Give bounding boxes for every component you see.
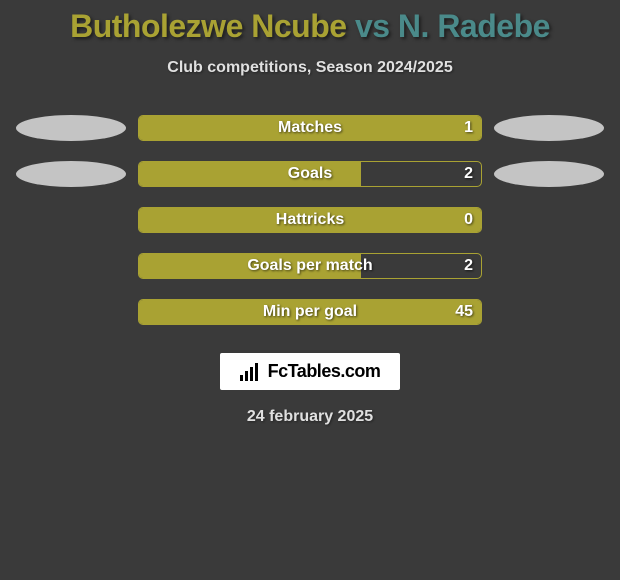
stat-bar: Goals per match 2 (138, 253, 482, 279)
stat-label: Goals (288, 165, 332, 183)
stat-value: 45 (455, 303, 473, 321)
brand-chart-icon (240, 363, 262, 381)
stat-row: Goals 2 (0, 161, 620, 187)
stat-row: Min per goal 45 (0, 299, 620, 325)
subtitle: Club competitions, Season 2024/2025 (167, 59, 452, 77)
stat-value: 2 (464, 257, 473, 275)
stat-value: 0 (464, 211, 473, 229)
stat-label: Min per goal (263, 303, 357, 321)
stat-bar: Min per goal 45 (138, 299, 482, 325)
stat-bar: Matches 1 (138, 115, 482, 141)
date-text: 24 february 2025 (247, 408, 373, 426)
brand-text: FcTables.com (268, 361, 381, 382)
ellipse-right (494, 161, 604, 187)
player2-name: N. Radebe (398, 8, 550, 44)
ellipse-left (16, 115, 126, 141)
stat-value: 2 (464, 165, 473, 183)
stat-bar: Goals 2 (138, 161, 482, 187)
vs-text: vs (355, 8, 390, 44)
brand-box: FcTables.com (220, 353, 401, 390)
stat-row: Hattricks 0 (0, 207, 620, 233)
stat-row: Goals per match 2 (0, 253, 620, 279)
stat-label: Goals per match (247, 257, 372, 275)
stats-container: Matches 1 Goals 2 Hattricks 0 Goals per match 2… (0, 115, 620, 325)
comparison-title: Butholezwe Ncube vs N. Radebe (70, 8, 550, 45)
stat-row: Matches 1 (0, 115, 620, 141)
ellipse-left (16, 161, 126, 187)
stat-bar: Hattricks 0 (138, 207, 482, 233)
stat-label: Matches (278, 119, 342, 137)
stat-label: Hattricks (276, 211, 344, 229)
ellipse-right (494, 115, 604, 141)
stat-value: 1 (464, 119, 473, 137)
player1-name: Butholezwe Ncube (70, 8, 346, 44)
